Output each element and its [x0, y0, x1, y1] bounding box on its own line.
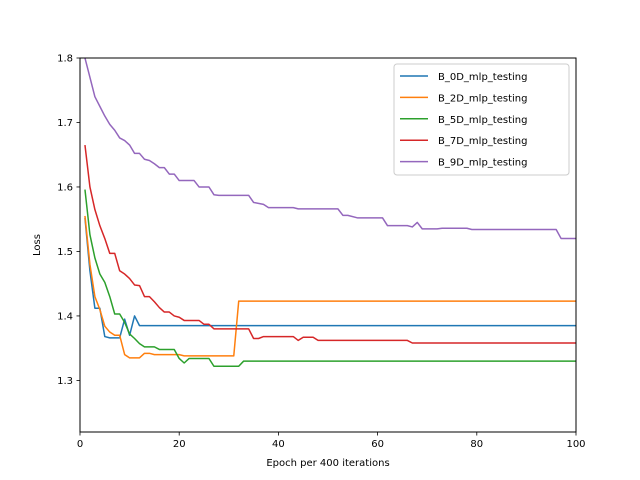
y-tick-label: 1.4 — [57, 311, 73, 322]
y-tick-label: 1.5 — [57, 247, 73, 258]
y-axis-label: Loss — [32, 234, 43, 256]
x-axis-ticks: 0 20 40 60 80 100 — [77, 432, 586, 450]
x-tick-label: 0 — [77, 439, 83, 450]
legend-label: B_2D_mlp_testing — [438, 93, 527, 104]
legend-box — [393, 63, 570, 176]
series-line-B_5D_mlp_testing — [84, 189, 576, 367]
legend-label: B_9D_mlp_testing — [438, 158, 527, 169]
x-tick-label: 100 — [566, 439, 585, 450]
series-line-B_9D_mlp_testing — [84, 58, 576, 240]
x-axis-label: Epoch per 400 iterations — [266, 458, 389, 469]
x-tick-label: 40 — [272, 439, 285, 450]
series-line-B_0D_mlp_testing — [84, 217, 576, 339]
legend: B_0D_mlp_testing B_2D_mlp_testing B_5D_mlp… — [393, 63, 570, 176]
axes-frame — [79, 57, 577, 433]
legend-label: B_0D_mlp_testing — [438, 72, 527, 83]
y-tick-label: 1.3 — [57, 376, 73, 387]
legend-label: B_5D_mlp_testing — [438, 115, 527, 126]
legend-label: B_7D_mlp_testing — [438, 136, 527, 147]
series-line-B_7D_mlp_testing — [84, 144, 576, 344]
y-tick-label: 1.8 — [57, 54, 73, 65]
x-tick-label: 80 — [470, 439, 483, 450]
series-line-B_2D_mlp_testing — [84, 215, 576, 359]
series-layer — [84, 58, 576, 367]
y-tick-label: 1.6 — [57, 182, 73, 193]
y-axis-ticks: 1.3 1.4 1.5 1.6 1.7 1.8 — [57, 54, 80, 387]
y-tick-label: 1.7 — [57, 118, 73, 129]
x-tick-label: 60 — [371, 439, 384, 450]
x-tick-label: 20 — [173, 439, 186, 450]
